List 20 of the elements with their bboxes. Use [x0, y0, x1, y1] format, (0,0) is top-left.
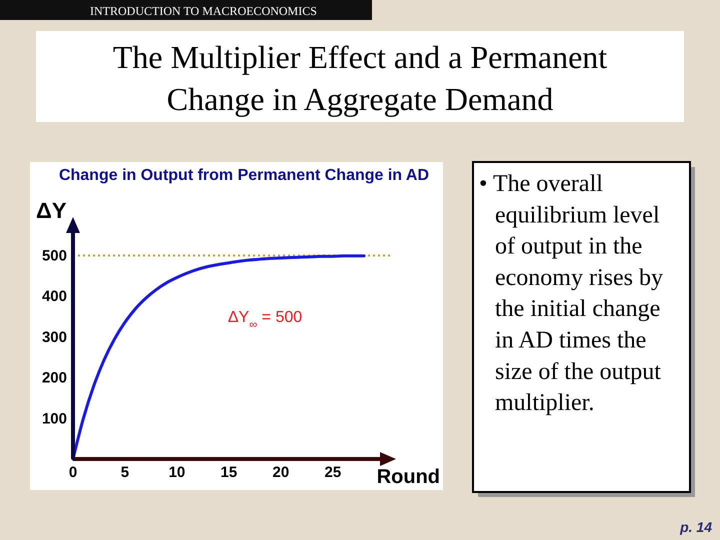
x-tick-label: 20 — [272, 464, 290, 481]
x-axis-title: Round — [376, 466, 440, 488]
y-tick-label: 500 — [42, 248, 67, 265]
chart-subtitle: Change in Output from Permanent Change in AD — [58, 167, 430, 184]
y-tick-label: 300 — [42, 328, 67, 346]
x-tick-label: 5 — [120, 464, 130, 481]
x-tick-label: 25 — [324, 464, 342, 481]
text: • The overall equilibrium level of output in the economy rises by the initial change in AD times the size of the output multiplier. — [479, 171, 663, 416]
x-tick-label: 0 — [68, 464, 78, 481]
x-tick-label: 10 — [168, 464, 186, 481]
text: p. 14 — [679, 519, 712, 535]
y-axis-title: ΔY — [36, 198, 67, 223]
x-tick-label: 15 — [220, 464, 238, 481]
text: INTRODUCTION TO MACROECONOMICS — [90, 4, 317, 18]
annotation: ΔY$_{∞}$ = 500 — [228, 309, 302, 331]
chart-title: The Multiplier Effect and a Permanent Change in Aggregate Demand — [112, 39, 608, 117]
y-tick-label: 100 — [42, 410, 67, 428]
y-tick-label: 400 — [42, 288, 67, 306]
line-series — [72, 254, 366, 460]
y-tick-label: 200 — [42, 370, 67, 387]
